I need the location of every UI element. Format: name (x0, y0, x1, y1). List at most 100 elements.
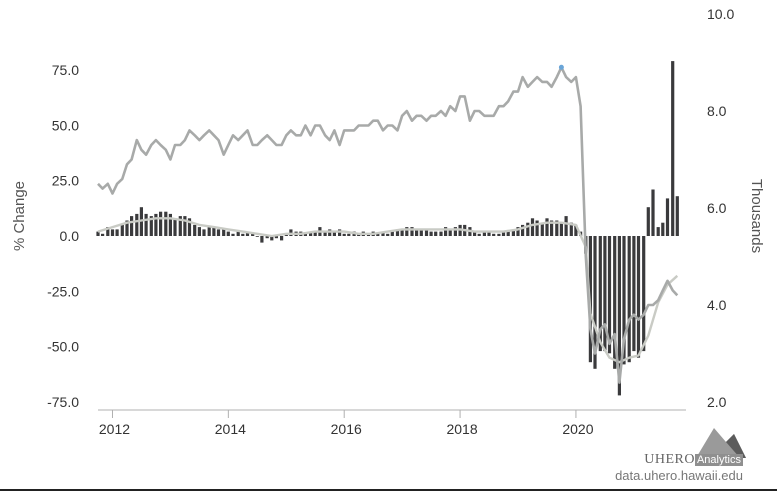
bar-36 (270, 236, 274, 241)
bar-49 (332, 231, 336, 236)
bar-8 (135, 213, 139, 236)
bar-34 (260, 236, 264, 243)
bar-119 (671, 61, 675, 236)
line-series-thousands (97, 66, 679, 384)
bar-43 (303, 233, 307, 236)
bar-70 (434, 231, 438, 236)
bar-87 (516, 227, 520, 236)
bar-64 (405, 227, 409, 236)
bar-60 (386, 233, 390, 236)
bar-59 (381, 231, 385, 236)
bar-90 (530, 218, 535, 236)
bar-94 (550, 220, 554, 236)
bar-97 (564, 216, 568, 236)
bar-52 (347, 233, 351, 236)
bar-99 (574, 224, 578, 236)
bar-91 (535, 220, 539, 236)
bar-80 (482, 231, 486, 236)
bar-112 (636, 236, 641, 358)
bar-66 (415, 229, 419, 236)
bar-89 (526, 222, 530, 236)
logo-mountain-icon (696, 428, 746, 458)
bar-12 (154, 213, 158, 236)
bar-31 (245, 231, 250, 236)
bar-33 (255, 236, 259, 237)
bar-88 (521, 224, 525, 236)
bar-38 (280, 236, 284, 241)
bar-118 (665, 198, 670, 236)
bar-108 (617, 236, 621, 396)
bar-120 (675, 196, 679, 236)
bar-73 (448, 229, 452, 236)
bar-25 (216, 229, 221, 236)
bar-14 (164, 211, 168, 236)
bar-93 (545, 218, 549, 236)
y-left-tick-label: 25.0 (52, 173, 79, 189)
y-left-tick-label: -50.0 (47, 339, 79, 355)
x-axis: 2012 2014 2016 2018 2020 (99, 410, 594, 437)
bar-98 (569, 222, 573, 236)
bar-110 (627, 236, 631, 363)
bar-15 (168, 213, 172, 236)
bar-35 (265, 236, 269, 239)
bar-58 (376, 233, 380, 236)
bar-95 (555, 220, 559, 236)
bar-84 (501, 231, 506, 236)
bar-21 (197, 227, 201, 236)
y-left-tick-label: 0.0 (60, 228, 80, 244)
bar-28 (231, 233, 235, 236)
bar-0 (96, 231, 100, 236)
bar-71 (439, 231, 443, 236)
brand-sub: Analytics (694, 454, 743, 466)
y-axis-right: 10.0 8.0 6.0 4.0 2.0 (707, 6, 734, 410)
bar-115 (651, 189, 655, 236)
bar-83 (497, 233, 501, 236)
bar-17 (178, 216, 182, 236)
bar-6 (125, 220, 129, 236)
y-right-tick-label: 4.0 (707, 297, 727, 313)
bar-32 (251, 233, 255, 236)
bar-67 (419, 229, 423, 236)
bar-7 (130, 216, 134, 236)
credits: UHERO Analytics data.uhero.hawaii.edu (615, 450, 743, 483)
bar-69 (429, 231, 433, 236)
bar-16 (173, 218, 177, 236)
bar-74 (453, 227, 457, 236)
bar-92 (540, 222, 544, 236)
bar-86 (511, 229, 515, 236)
bar-18 (183, 216, 187, 236)
bar-68 (424, 229, 429, 236)
bar-51 (342, 233, 346, 236)
bar-44 (309, 231, 313, 236)
bar-113 (642, 236, 646, 352)
bar-61 (390, 231, 394, 236)
x-tick-label: 2018 (446, 421, 477, 437)
bar-29 (236, 231, 240, 236)
credits-url[interactable]: data.uhero.hawaii.edu (615, 468, 743, 483)
bar-45 (313, 231, 317, 236)
bar-37 (274, 236, 278, 239)
bar-20 (193, 224, 197, 236)
bar-105 (603, 236, 607, 352)
bar-47 (323, 231, 327, 236)
bar-104 (598, 236, 602, 352)
x-tick-label: 2016 (331, 421, 362, 437)
y-left-tick-label: -75.0 (47, 394, 79, 410)
bar-85 (506, 231, 510, 236)
y-right-tick-label: 10.0 (707, 6, 734, 22)
y-left-tick-label: 50.0 (52, 117, 79, 133)
bar-23 (207, 227, 211, 236)
bar-109 (622, 236, 626, 365)
bar-24 (212, 227, 216, 236)
brand-logo: UHERO Analytics (615, 450, 743, 468)
bar-10 (144, 213, 148, 236)
bar-82 (492, 233, 496, 236)
bar-19 (187, 218, 192, 236)
bar-62 (395, 229, 400, 236)
y-axis-left: 75.0 50.0 25.0 0.0 -25.0 -50.0 -75.0 (47, 62, 79, 410)
bar-30 (241, 233, 245, 236)
bar-1 (101, 233, 105, 236)
y-axis-right-title: Thousands (748, 179, 765, 253)
line-series (97, 64, 679, 384)
